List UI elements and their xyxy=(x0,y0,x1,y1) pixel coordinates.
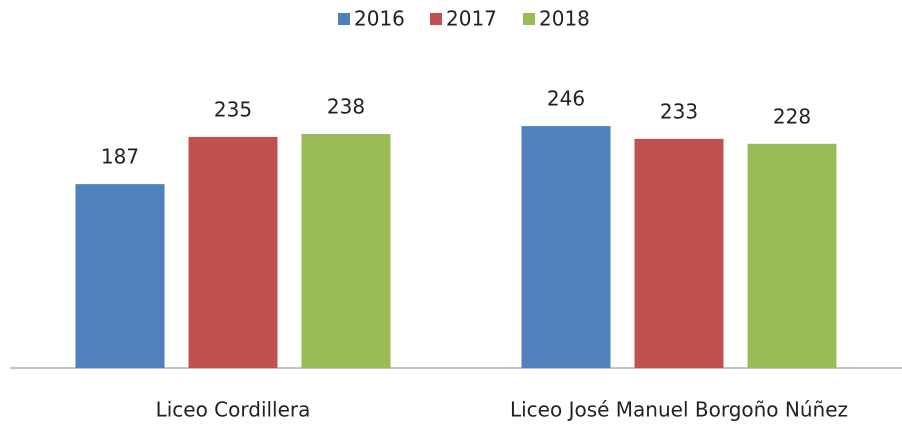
legend-swatch xyxy=(338,13,350,25)
bar xyxy=(747,143,837,368)
bar xyxy=(301,133,391,368)
data-label: 238 xyxy=(327,94,365,118)
legend-swatch xyxy=(430,13,442,25)
legend-label: 2016 xyxy=(354,7,405,31)
legend-label: 2018 xyxy=(539,7,590,31)
bar xyxy=(634,138,724,368)
bar xyxy=(188,136,278,368)
data-label: 235 xyxy=(214,97,252,121)
data-label: 187 xyxy=(101,145,139,169)
x-tick-label: Liceo José Manuel Borgoño Núñez xyxy=(510,398,848,422)
legend-swatch xyxy=(523,13,535,25)
legend-label: 2017 xyxy=(446,7,497,31)
data-label: 233 xyxy=(660,99,698,123)
bar xyxy=(75,184,165,368)
bar xyxy=(521,126,611,368)
x-tick-label: Liceo Cordillera xyxy=(156,398,311,422)
data-label: 228 xyxy=(773,104,811,128)
data-label: 246 xyxy=(547,87,585,111)
